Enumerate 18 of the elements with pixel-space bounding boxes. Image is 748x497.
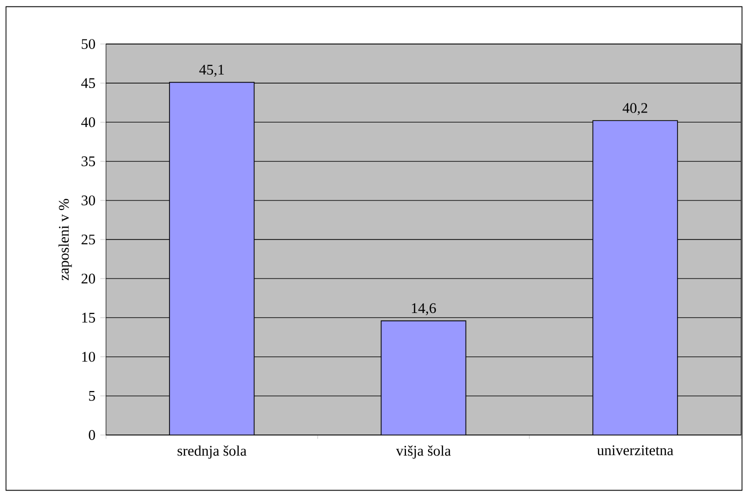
y-tick-label: 50	[82, 39, 96, 49]
y-tick-label: 0	[88, 430, 96, 440]
y-tick-label: 30	[82, 195, 96, 206]
x-tick-label: višja šola	[396, 445, 451, 459]
y-tick-label: 5	[89, 391, 96, 401]
y-tick-label: 25	[82, 234, 96, 244]
data-label: 45,1	[199, 64, 224, 77]
y-tick-label: 40	[81, 117, 96, 128]
y-tick-label: 15	[82, 312, 96, 323]
y-tick-label: 10	[82, 352, 96, 362]
y-axis-title: zaposleni v %	[58, 198, 72, 280]
y-tick-label: 35	[82, 156, 96, 166]
data-label: 40,2	[622, 103, 648, 116]
x-tick-label: srednja šola	[178, 445, 246, 459]
y-tick-label: 20	[82, 274, 96, 284]
y-tick-label: 45	[81, 78, 96, 88]
x-tick-label: univerzitetna	[597, 445, 674, 456]
data-label: 14,6	[412, 303, 436, 316]
